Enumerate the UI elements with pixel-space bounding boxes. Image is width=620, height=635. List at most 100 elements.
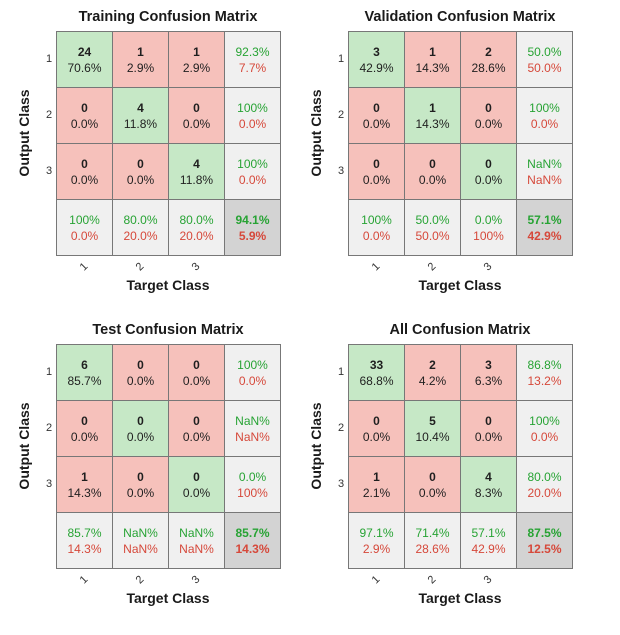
cell-primary-value: 0 [81, 100, 88, 115]
cell-secondary-value: NaN% [123, 541, 158, 556]
matrix-cell: 0 0.0% [460, 87, 517, 144]
cell-secondary-value: 0.0% [362, 172, 391, 187]
cell-primary-value: 3 [373, 44, 380, 59]
cell-secondary-value: NaN% [179, 541, 214, 556]
column-summary-cell: 100% 0.0% [348, 199, 405, 256]
y-axis-label-text: Output Class [16, 89, 32, 177]
matrix-cell: 2 28.6% [460, 31, 517, 88]
row-summary-cell: NaN% NaN% [516, 143, 573, 200]
cell-primary-value: NaN% [527, 156, 562, 171]
cell-secondary-value: 8.3% [474, 485, 503, 500]
matrix-cell: 0 0.0% [112, 143, 169, 200]
matrix-cell: 0 0.0% [56, 87, 113, 144]
matrix-cell: 1 2.9% [168, 31, 225, 88]
chart-title: Test Confusion Matrix [92, 322, 244, 338]
cell-primary-value: 86.8% [527, 357, 562, 372]
matrix-cell: 0 0.0% [404, 143, 461, 200]
matrix-cell: 33 68.8% [348, 344, 405, 401]
cell-secondary-value: 2.9% [362, 541, 391, 556]
cell-primary-value: 0 [193, 100, 200, 115]
row-summary-cell: 100% 0.0% [224, 344, 281, 401]
cell-secondary-value: 0.0% [238, 172, 267, 187]
cell-primary-value: 0 [485, 413, 492, 428]
cell-primary-value: 1 [429, 100, 436, 115]
cell-primary-value: 3 [485, 357, 492, 372]
chart-title: Validation Confusion Matrix [364, 9, 556, 25]
cell-secondary-value: 42.9% [527, 228, 562, 243]
cell-secondary-value: 2.9% [182, 60, 211, 75]
y-tick-label: 3 [45, 165, 53, 177]
column-summary-cell: 85.7% 14.3% [56, 512, 113, 569]
cell-primary-value: 100% [529, 413, 560, 428]
x-tick-label: 2 [425, 573, 439, 587]
column-summary-cell: 57.1% 42.9% [460, 512, 517, 569]
cell-secondary-value: 14.3% [67, 541, 102, 556]
cell-secondary-value: 100% [473, 228, 504, 243]
cell-primary-value: 0 [429, 469, 436, 484]
chart-title: Training Confusion Matrix [78, 9, 258, 25]
x-tick-label: 1 [369, 573, 383, 587]
matrix-cell: 1 2.9% [112, 31, 169, 88]
cell-secondary-value: 0.0% [126, 429, 155, 444]
cell-primary-value: 57.1% [471, 525, 506, 540]
cell-primary-value: 6 [81, 357, 88, 372]
matrix-cell: 0 0.0% [348, 87, 405, 144]
cell-primary-value: 0 [193, 357, 200, 372]
cell-primary-value: 71.4% [415, 525, 450, 540]
cell-secondary-value: 0.0% [474, 172, 503, 187]
training-confusion-panel: Training Confusion Matrix Output Class Tar… [0, 5, 300, 305]
cell-primary-value: 100% [237, 100, 268, 115]
cell-secondary-value: 0.0% [70, 228, 99, 243]
cell-secondary-value: 50.0% [415, 228, 450, 243]
cell-secondary-value: 5.9% [238, 228, 267, 243]
cell-secondary-value: 0.0% [474, 429, 503, 444]
cell-primary-value: 100% [237, 156, 268, 171]
matrix-cell: 0 0.0% [112, 344, 169, 401]
cell-secondary-value: 0.0% [126, 172, 155, 187]
cell-secondary-value: 70.6% [67, 60, 102, 75]
cell-primary-value: 0 [373, 156, 380, 171]
cell-primary-value: 85.7% [67, 525, 102, 540]
cell-primary-value: 0 [193, 413, 200, 428]
cell-primary-value: 57.1% [527, 212, 562, 227]
cell-primary-value: 100% [529, 100, 560, 115]
cell-primary-value: 50.0% [415, 212, 450, 227]
cell-secondary-value: 14.3% [67, 485, 102, 500]
x-tick-label: 1 [77, 573, 91, 587]
confusion-grid: 33 68.8% 2 4.2% 3 6.3% 86.8% 13.2% 0 0.0% 5 10.4% 0 0… [348, 344, 573, 569]
confusion-grid: 24 70.6% 1 2.9% 1 2.9% 92.3% 7.7% 0 0.0% 4 11.8% 0 0.… [56, 31, 281, 256]
cell-secondary-value: 20.0% [179, 228, 214, 243]
x-tick-label: 3 [189, 260, 203, 274]
cell-secondary-value: 12.5% [527, 541, 562, 556]
all-confusion-panel: All Confusion Matrix Output Class Target C… [292, 318, 592, 618]
cell-secondary-value: 2.1% [362, 485, 391, 500]
matrix-cell: 0 0.0% [460, 400, 517, 457]
row-summary-cell: 100% 0.0% [224, 87, 281, 144]
cell-secondary-value: 0.0% [182, 485, 211, 500]
overall-accuracy-cell: 87.5% 12.5% [516, 512, 573, 569]
cell-primary-value: 4 [485, 469, 492, 484]
cell-primary-value: 0 [137, 156, 144, 171]
cell-secondary-value: 0.0% [362, 228, 391, 243]
matrix-cell: 0 0.0% [112, 456, 169, 513]
cell-secondary-value: 0.0% [418, 172, 447, 187]
column-summary-cell: 100% 0.0% [56, 199, 113, 256]
matrix-cell: 0 0.0% [168, 87, 225, 144]
overall-accuracy-cell: 85.7% 14.3% [224, 512, 281, 569]
cell-secondary-value: 0.0% [238, 116, 267, 131]
overall-accuracy-cell: 94.1% 5.9% [224, 199, 281, 256]
cell-secondary-value: 0.0% [418, 485, 447, 500]
cell-primary-value: 100% [361, 212, 392, 227]
row-summary-cell: 50.0% 50.0% [516, 31, 573, 88]
row-summary-cell: 100% 0.0% [224, 143, 281, 200]
matrix-cell: 1 14.3% [56, 456, 113, 513]
cell-primary-value: 100% [237, 357, 268, 372]
matrix-cell: 0 0.0% [460, 143, 517, 200]
column-summary-cell: 97.1% 2.9% [348, 512, 405, 569]
matrix-cell: 2 4.2% [404, 344, 461, 401]
column-summary-cell: NaN% NaN% [168, 512, 225, 569]
matrix-cell: 1 2.1% [348, 456, 405, 513]
cell-primary-value: 0 [81, 156, 88, 171]
cell-secondary-value: 0.0% [70, 429, 99, 444]
matrix-cell: 3 42.9% [348, 31, 405, 88]
